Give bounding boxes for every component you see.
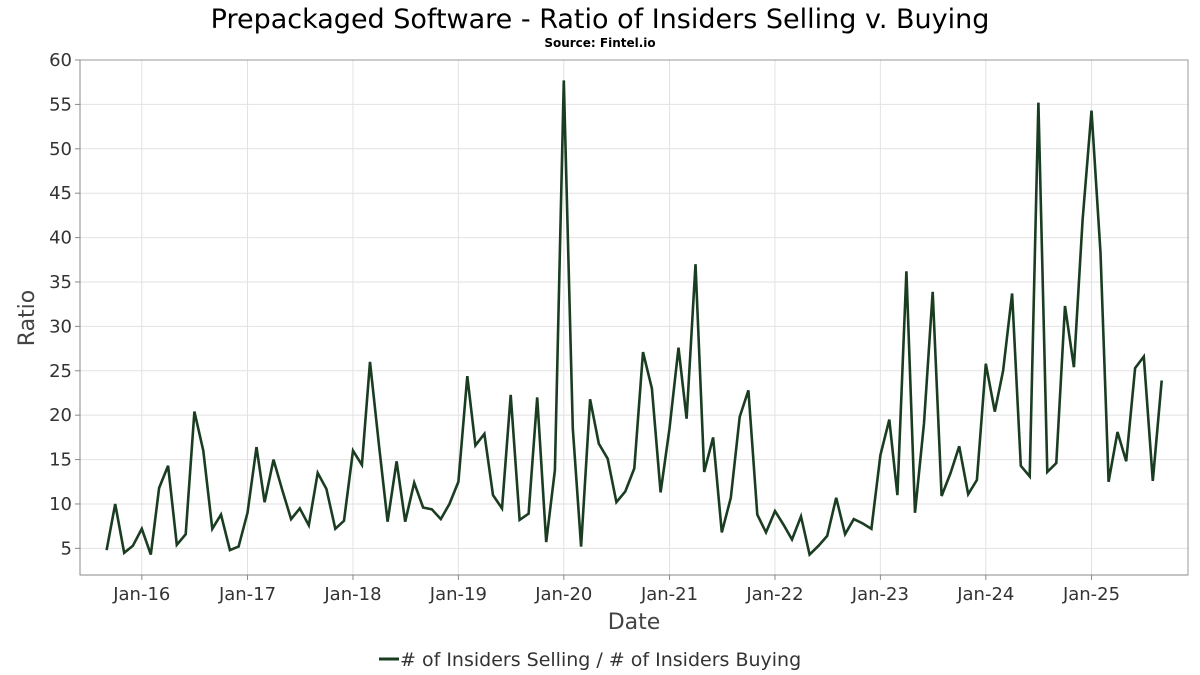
y-tick-label: 50	[49, 139, 72, 160]
y-tick-label: 20	[49, 405, 72, 426]
y-tick-label: 25	[49, 361, 72, 382]
legend-label: # of Insiders Selling / # of Insiders Bu…	[400, 649, 801, 671]
y-tick-label: 30	[49, 316, 72, 337]
x-tick-label: Jan-24	[956, 584, 1014, 605]
x-tick-label: Jan-25	[1062, 584, 1120, 605]
y-axis-title: Ratio	[15, 290, 40, 346]
x-tick-label: Jan-17	[218, 584, 276, 605]
x-tick-label: Jan-19	[429, 584, 487, 605]
y-tick-label: 5	[61, 538, 72, 559]
y-tick-label: 35	[49, 272, 72, 293]
grid	[80, 59, 1188, 575]
x-tick-label: Jan-21	[640, 584, 698, 605]
tick-labels: 5 10 15 20 25 30 35 40 45 50 55 60 Jan-16 Jan-17 Jan-1…	[49, 50, 1120, 605]
series-line-0	[105, 80, 1163, 558]
x-tick-label: Jan-23	[851, 584, 909, 605]
chart-subtitle: Source: Fintel.io	[544, 36, 655, 50]
series-layer	[105, 80, 1163, 558]
legend: # of Insiders Selling / # of Insiders Bu…	[379, 649, 801, 671]
y-tick-label: 55	[49, 94, 72, 115]
x-tick-label: Jan-22	[745, 584, 803, 605]
axes	[75, 59, 1188, 580]
y-tick-label: 15	[49, 450, 72, 471]
x-tick-label: Jan-20	[534, 584, 592, 605]
plot-area-frame	[79, 59, 1189, 576]
y-tick-label: 10	[49, 494, 72, 515]
y-tick-label: 60	[49, 50, 72, 71]
x-tick-label: Jan-16	[112, 584, 170, 605]
x-tick-label: Jan-18	[323, 584, 381, 605]
y-tick-label: 45	[49, 183, 72, 204]
y-tick-label: 40	[49, 228, 72, 249]
chart-title: Prepackaged Software - Ratio of Insiders…	[211, 4, 990, 35]
x-axis-title: Date	[608, 610, 661, 635]
